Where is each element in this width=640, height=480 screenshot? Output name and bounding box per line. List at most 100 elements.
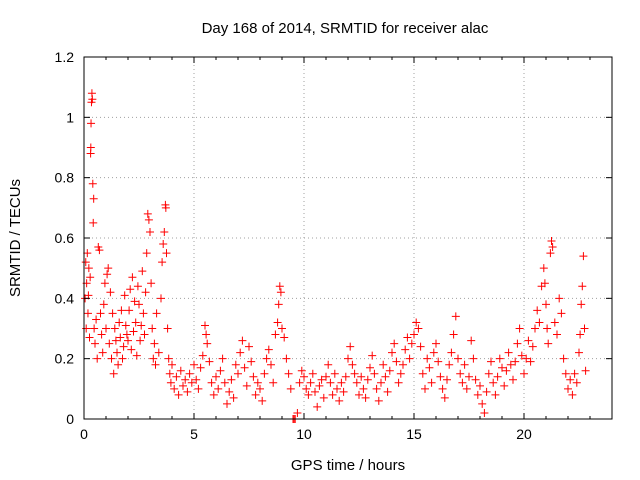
data-point (120, 291, 129, 300)
data-point (154, 348, 163, 357)
data-point (535, 318, 544, 327)
data-point (106, 288, 115, 297)
data-point (220, 378, 229, 387)
data-point (278, 324, 286, 333)
data-point (576, 330, 585, 339)
data-point (454, 354, 462, 363)
data-point (432, 339, 440, 348)
data-point (487, 357, 495, 366)
data-point (89, 218, 98, 227)
data-point (96, 309, 105, 318)
data-point (238, 336, 247, 345)
data-point (143, 209, 152, 218)
data-point (528, 342, 537, 351)
y-tick-labels: 0 0.2 0.4 0.6 0.8 1 1.2 (55, 49, 75, 427)
data-point (543, 324, 552, 333)
x-tick-label: 0 (80, 426, 88, 442)
data-point (179, 381, 187, 390)
data-point (489, 378, 498, 387)
data-point (88, 95, 97, 104)
data-point (553, 330, 561, 339)
data-point (456, 369, 465, 378)
data-point (328, 390, 337, 399)
data-point (116, 333, 125, 342)
y-tick-label: 0.4 (55, 290, 75, 306)
data-point (471, 375, 480, 384)
data-point (161, 203, 170, 212)
data-point (322, 372, 330, 381)
data-point (493, 372, 502, 381)
data-point (396, 369, 405, 378)
data-point (385, 366, 394, 375)
data-point (205, 357, 214, 366)
data-point (144, 215, 153, 224)
data-point (578, 282, 587, 291)
data-point (542, 300, 550, 309)
data-point (330, 369, 339, 378)
data-point (517, 351, 526, 360)
data-point (203, 339, 212, 348)
data-point (194, 384, 203, 393)
data-point (297, 366, 306, 375)
data-point (438, 384, 447, 393)
data-point (579, 252, 588, 261)
data-point (304, 390, 313, 399)
data-point (339, 387, 348, 396)
data-point (410, 330, 418, 339)
data-point (333, 384, 341, 393)
data-point (140, 330, 149, 339)
data-point (451, 312, 460, 321)
data-point (511, 357, 520, 366)
y-axis-label: SRMTID / TECUs (7, 179, 24, 297)
data-point (160, 227, 169, 236)
data-point (513, 339, 522, 348)
data-point (126, 285, 135, 294)
data-point (388, 348, 396, 357)
data-point (89, 194, 98, 203)
data-point (128, 273, 137, 282)
data-point (146, 227, 154, 236)
data-point (105, 339, 114, 348)
data-point (121, 321, 130, 330)
data-point (118, 354, 127, 363)
data-point (533, 306, 542, 315)
data-point (447, 348, 456, 357)
data-point (429, 348, 438, 357)
data-point (249, 372, 258, 381)
data-point (137, 321, 146, 330)
data-point (372, 384, 381, 393)
data-point (166, 378, 175, 387)
data-point (416, 342, 425, 351)
data-point (158, 258, 167, 267)
data-point (495, 354, 504, 363)
data-point (117, 306, 126, 315)
data-point (491, 390, 500, 399)
y-tick-label: 1 (66, 109, 74, 125)
data-point (201, 321, 209, 330)
data-point (405, 354, 414, 363)
data-point (482, 387, 491, 396)
data-point (352, 378, 361, 387)
data-point (84, 264, 93, 273)
data-point (150, 339, 159, 348)
data-point (577, 300, 586, 309)
data-point (379, 360, 388, 369)
data-point (253, 378, 262, 387)
data-point (350, 369, 359, 378)
data-point (264, 345, 273, 354)
data-point (341, 372, 350, 381)
data-point (207, 378, 216, 387)
data-point (183, 387, 192, 396)
data-point (540, 279, 549, 288)
data-point (218, 354, 227, 363)
data-point (124, 336, 132, 345)
data-point (568, 390, 577, 399)
data-point (196, 363, 205, 372)
data-point (260, 369, 269, 378)
data-point (502, 366, 511, 375)
data-point (467, 336, 476, 345)
data-point (440, 393, 449, 402)
data-point (425, 363, 434, 372)
data-point (181, 375, 190, 384)
